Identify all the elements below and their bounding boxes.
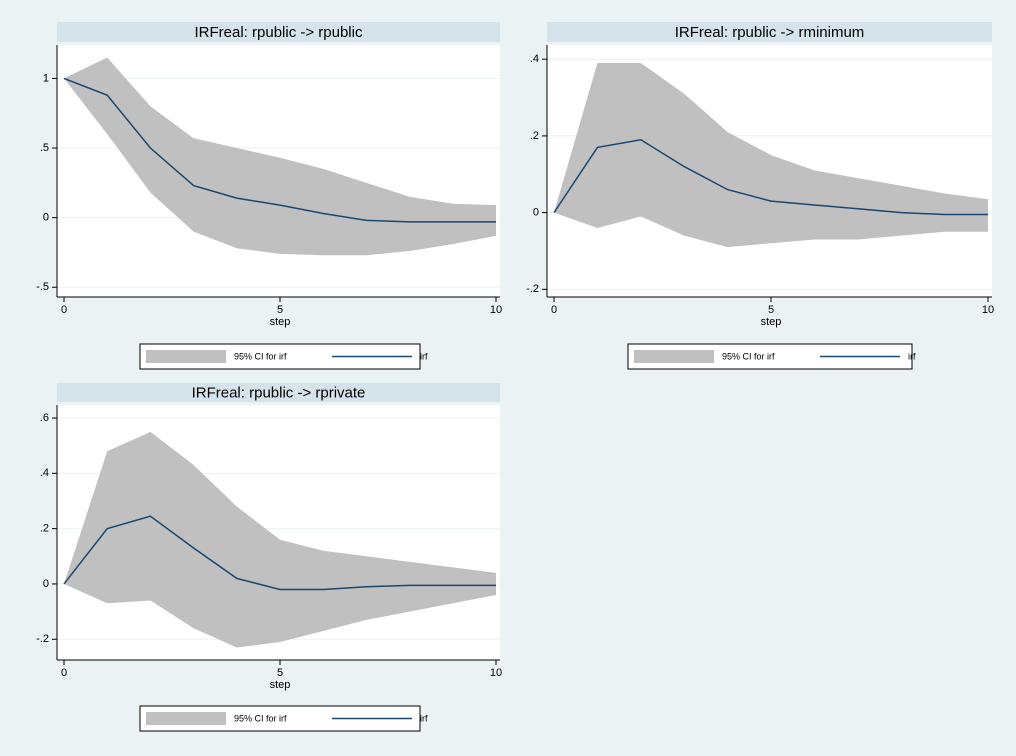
x-tick-label: 0 bbox=[551, 304, 557, 316]
x-tick-label: 10 bbox=[982, 304, 994, 316]
panel-title: IRFreal: rpublic -> rprivate bbox=[192, 384, 366, 401]
x-tick-label: 5 bbox=[768, 304, 774, 316]
legend-swatch bbox=[146, 350, 226, 363]
title-band bbox=[57, 383, 500, 402]
y-tick-label: .2 bbox=[40, 523, 49, 535]
ci-band bbox=[554, 63, 988, 248]
x-tick-label: 10 bbox=[490, 304, 502, 316]
y-tick-label: .4 bbox=[530, 53, 539, 65]
y-tick-label: .2 bbox=[530, 130, 539, 142]
title-band bbox=[57, 22, 500, 42]
y-tick-label: 1 bbox=[43, 72, 49, 84]
legend-swatch bbox=[146, 712, 226, 725]
ci-band bbox=[64, 431, 496, 648]
y-tick-label: .6 bbox=[40, 412, 49, 424]
x-tick-label: 5 bbox=[277, 667, 283, 679]
legend-label: irf bbox=[420, 351, 428, 361]
irf-line bbox=[63, 515, 496, 591]
x-tick-label: 0 bbox=[61, 304, 67, 316]
y-tick-label: -.2 bbox=[526, 283, 539, 295]
y-tick-label: -.5 bbox=[36, 281, 49, 293]
y-tick-label: -.2 bbox=[36, 633, 49, 645]
legend-label: irf bbox=[420, 713, 428, 723]
legend-label: 95% CI for irf bbox=[234, 713, 287, 723]
y-tick-label: 0 bbox=[43, 212, 49, 224]
irf-line bbox=[63, 77, 496, 223]
x-tick-label: 0 bbox=[61, 667, 67, 679]
panel-title: IRFreal: rpublic -> rpublic bbox=[195, 24, 363, 41]
legend-label: 95% CI for irf bbox=[722, 351, 775, 361]
x-tick-label: 10 bbox=[490, 667, 502, 679]
y-tick-label: 0 bbox=[533, 207, 539, 219]
legend-label: irf bbox=[908, 351, 916, 361]
x-axis-title: step bbox=[270, 316, 291, 328]
title-band bbox=[547, 22, 992, 42]
legend-label: 95% CI for irf bbox=[234, 351, 287, 361]
y-tick-label: .4 bbox=[40, 467, 49, 479]
x-axis-title: step bbox=[270, 679, 291, 691]
ci-band bbox=[64, 57, 496, 256]
x-axis-title: step bbox=[761, 316, 782, 328]
irf-line bbox=[553, 138, 988, 216]
y-tick-label: 0 bbox=[43, 578, 49, 590]
legend-swatch bbox=[634, 350, 714, 363]
y-tick-label: .5 bbox=[40, 142, 49, 154]
x-tick-label: 5 bbox=[277, 304, 283, 316]
panel-title: IRFreal: rpublic -> rminimum bbox=[675, 24, 865, 41]
